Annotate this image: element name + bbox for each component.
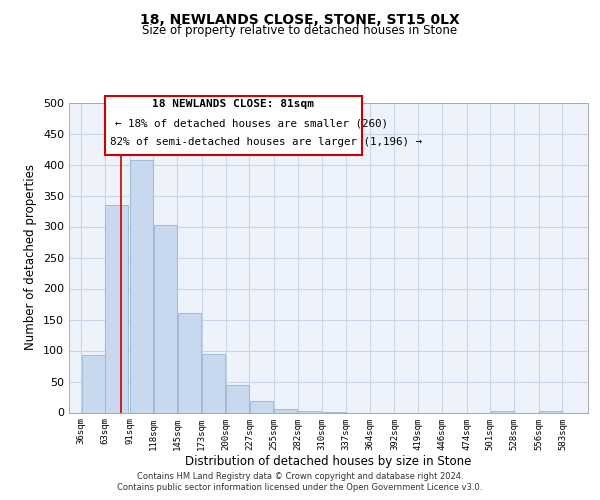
Text: ← 18% of detached houses are smaller (260): ← 18% of detached houses are smaller (26… [115,118,388,128]
Bar [154,224,177,412]
Bar [226,385,249,412]
Text: Contains public sector information licensed under the Open Government Licence v3: Contains public sector information licen… [118,484,482,492]
Text: 82% of semi-detached houses are larger (1,196) →: 82% of semi-detached houses are larger (… [110,136,422,146]
Bar [130,160,153,412]
Bar [202,354,225,412]
Bar [106,205,128,412]
Text: Contains HM Land Registry data © Crown copyright and database right 2024.: Contains HM Land Registry data © Crown c… [137,472,463,481]
FancyBboxPatch shape [105,96,362,155]
Bar [250,402,273,412]
Bar [82,355,105,412]
Text: 18, NEWLANDS CLOSE, STONE, ST15 0LX: 18, NEWLANDS CLOSE, STONE, ST15 0LX [140,12,460,26]
Bar [178,314,200,412]
Text: 18 NEWLANDS CLOSE: 81sqm: 18 NEWLANDS CLOSE: 81sqm [152,100,314,110]
Y-axis label: Number of detached properties: Number of detached properties [25,164,37,350]
Text: Size of property relative to detached houses in Stone: Size of property relative to detached ho… [142,24,458,37]
Bar [274,410,298,412]
X-axis label: Distribution of detached houses by size in Stone: Distribution of detached houses by size … [185,455,472,468]
